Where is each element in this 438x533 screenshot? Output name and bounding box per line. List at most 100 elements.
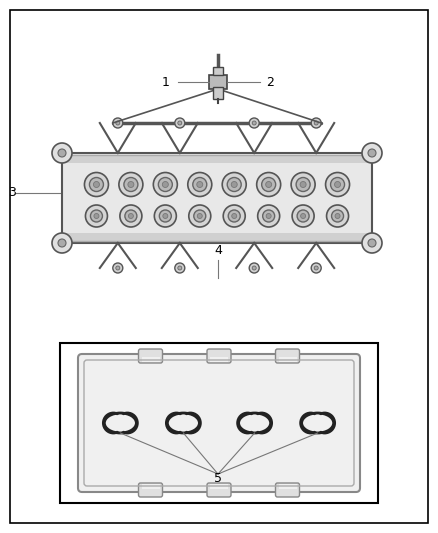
Ellipse shape <box>314 413 335 433</box>
Circle shape <box>335 214 340 219</box>
Ellipse shape <box>249 414 261 432</box>
Circle shape <box>113 118 123 128</box>
Bar <box>141 484 159 489</box>
Circle shape <box>252 266 256 270</box>
Circle shape <box>266 214 271 219</box>
Circle shape <box>90 210 102 222</box>
Circle shape <box>163 214 168 219</box>
Circle shape <box>223 205 245 227</box>
Circle shape <box>300 214 306 219</box>
Bar <box>60 343 378 503</box>
Circle shape <box>197 214 202 219</box>
Circle shape <box>162 182 168 188</box>
Text: 1: 1 <box>162 76 170 88</box>
Circle shape <box>261 177 276 191</box>
Bar <box>279 357 297 362</box>
Circle shape <box>58 149 66 157</box>
Circle shape <box>362 143 382 163</box>
Circle shape <box>197 182 203 188</box>
Circle shape <box>362 233 382 253</box>
Circle shape <box>159 210 171 222</box>
Circle shape <box>296 177 310 191</box>
Circle shape <box>249 118 259 128</box>
FancyBboxPatch shape <box>207 483 231 497</box>
Circle shape <box>113 263 123 273</box>
Text: 3: 3 <box>8 187 16 199</box>
Circle shape <box>231 182 237 188</box>
Circle shape <box>116 266 120 270</box>
Circle shape <box>175 118 185 128</box>
Ellipse shape <box>300 413 321 433</box>
Ellipse shape <box>177 414 189 432</box>
Circle shape <box>297 210 309 222</box>
Circle shape <box>116 121 120 125</box>
Circle shape <box>232 214 237 219</box>
Circle shape <box>291 173 315 197</box>
Bar <box>279 484 297 489</box>
FancyBboxPatch shape <box>138 483 162 497</box>
Ellipse shape <box>251 413 272 433</box>
FancyBboxPatch shape <box>78 354 360 492</box>
Bar <box>64 155 370 163</box>
Circle shape <box>335 182 341 188</box>
Circle shape <box>327 205 349 227</box>
Circle shape <box>178 121 182 125</box>
Circle shape <box>249 263 259 273</box>
Circle shape <box>311 118 321 128</box>
FancyBboxPatch shape <box>276 349 300 363</box>
Circle shape <box>85 205 107 227</box>
FancyBboxPatch shape <box>207 349 231 363</box>
Ellipse shape <box>106 414 134 432</box>
Circle shape <box>368 149 376 157</box>
Circle shape <box>58 239 66 247</box>
Circle shape <box>227 177 241 191</box>
Circle shape <box>252 121 256 125</box>
Bar <box>213 67 223 75</box>
Circle shape <box>119 173 143 197</box>
Circle shape <box>292 205 314 227</box>
Circle shape <box>120 205 142 227</box>
Circle shape <box>52 143 72 163</box>
Ellipse shape <box>170 414 198 432</box>
Ellipse shape <box>240 414 268 432</box>
Ellipse shape <box>166 413 187 433</box>
Bar <box>62 153 372 243</box>
Circle shape <box>93 182 99 188</box>
Circle shape <box>189 205 211 227</box>
Circle shape <box>222 173 246 197</box>
Circle shape <box>175 263 185 273</box>
Bar <box>210 484 228 489</box>
Circle shape <box>125 210 137 222</box>
Bar <box>64 233 370 241</box>
Circle shape <box>188 173 212 197</box>
Circle shape <box>314 121 318 125</box>
Circle shape <box>331 177 345 191</box>
FancyBboxPatch shape <box>276 483 300 497</box>
Circle shape <box>124 177 138 191</box>
Bar <box>210 357 228 362</box>
Circle shape <box>228 210 240 222</box>
Text: 2: 2 <box>266 76 274 88</box>
Circle shape <box>300 182 306 188</box>
Ellipse shape <box>312 414 324 432</box>
Circle shape <box>266 182 272 188</box>
Circle shape <box>311 263 321 273</box>
Text: 5: 5 <box>214 472 222 484</box>
Bar <box>141 357 159 362</box>
Circle shape <box>89 177 103 191</box>
Circle shape <box>94 214 99 219</box>
Circle shape <box>314 266 318 270</box>
Circle shape <box>128 182 134 188</box>
Circle shape <box>325 173 350 197</box>
Ellipse shape <box>117 413 138 433</box>
Circle shape <box>332 210 343 222</box>
Circle shape <box>154 205 177 227</box>
Ellipse shape <box>180 413 200 433</box>
Circle shape <box>368 239 376 247</box>
Text: 4: 4 <box>214 245 222 257</box>
Circle shape <box>194 210 206 222</box>
Bar <box>209 75 227 89</box>
Ellipse shape <box>103 413 124 433</box>
Circle shape <box>257 173 281 197</box>
Ellipse shape <box>304 414 332 432</box>
